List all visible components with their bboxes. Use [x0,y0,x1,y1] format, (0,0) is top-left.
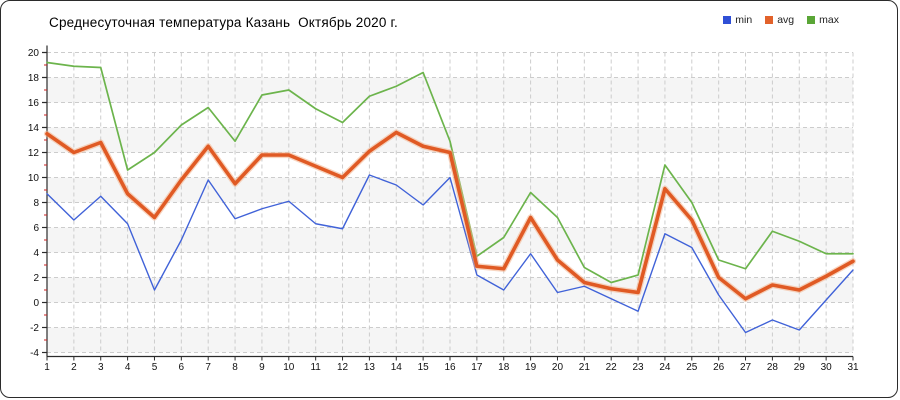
svg-text:11: 11 [310,362,321,373]
svg-text:6: 6 [179,362,185,373]
svg-text:20: 20 [552,362,564,373]
chart-legend: min avg max [723,14,839,26]
svg-text:24: 24 [659,362,671,373]
svg-text:-2: -2 [30,323,39,334]
svg-text:30: 30 [821,362,833,373]
chart-title: Среднесуточная температура Казань Октябр… [49,15,398,30]
svg-text:4: 4 [33,248,39,259]
legend-item-max: max [807,14,839,26]
legend-label-min: min [735,14,753,26]
svg-text:10: 10 [28,173,40,184]
svg-text:21: 21 [579,362,591,373]
svg-text:19: 19 [525,362,537,373]
svg-text:26: 26 [713,362,725,373]
svg-text:5: 5 [152,362,158,373]
svg-text:22: 22 [606,362,618,373]
svg-text:12: 12 [337,362,349,373]
min-series-swatch-icon [723,16,732,24]
svg-text:10: 10 [283,362,295,373]
svg-text:27: 27 [740,362,752,373]
svg-text:29: 29 [794,362,806,373]
svg-text:17: 17 [471,362,483,373]
svg-text:4: 4 [125,362,131,373]
svg-text:1: 1 [44,362,50,373]
max-series-swatch-icon [807,16,816,24]
svg-text:9: 9 [259,362,265,373]
legend-item-avg: avg [765,14,794,26]
legend-label-avg: avg [777,14,795,26]
svg-text:2: 2 [71,362,77,373]
svg-text:0: 0 [33,298,39,309]
svg-text:25: 25 [686,362,698,373]
svg-text:8: 8 [33,198,39,209]
svg-text:16: 16 [444,362,456,373]
svg-text:-4: -4 [30,348,39,359]
avg-series-swatch-icon [765,16,774,24]
svg-text:12: 12 [28,148,40,159]
svg-text:7: 7 [205,362,211,373]
svg-text:14: 14 [28,123,40,134]
svg-text:8: 8 [232,362,238,373]
legend-label-max: max [819,14,839,26]
legend-item-min: min [723,14,752,26]
svg-text:14: 14 [391,362,403,373]
svg-text:16: 16 [28,98,40,109]
svg-text:2: 2 [33,273,39,284]
svg-text:28: 28 [767,362,779,373]
svg-text:31: 31 [847,362,859,373]
svg-text:18: 18 [28,73,40,84]
svg-text:13: 13 [364,362,376,373]
svg-text:20: 20 [28,48,40,59]
svg-text:6: 6 [33,223,39,234]
svg-text:3: 3 [98,362,104,373]
svg-text:15: 15 [418,362,430,373]
svg-text:23: 23 [633,362,645,373]
svg-text:18: 18 [498,362,510,373]
